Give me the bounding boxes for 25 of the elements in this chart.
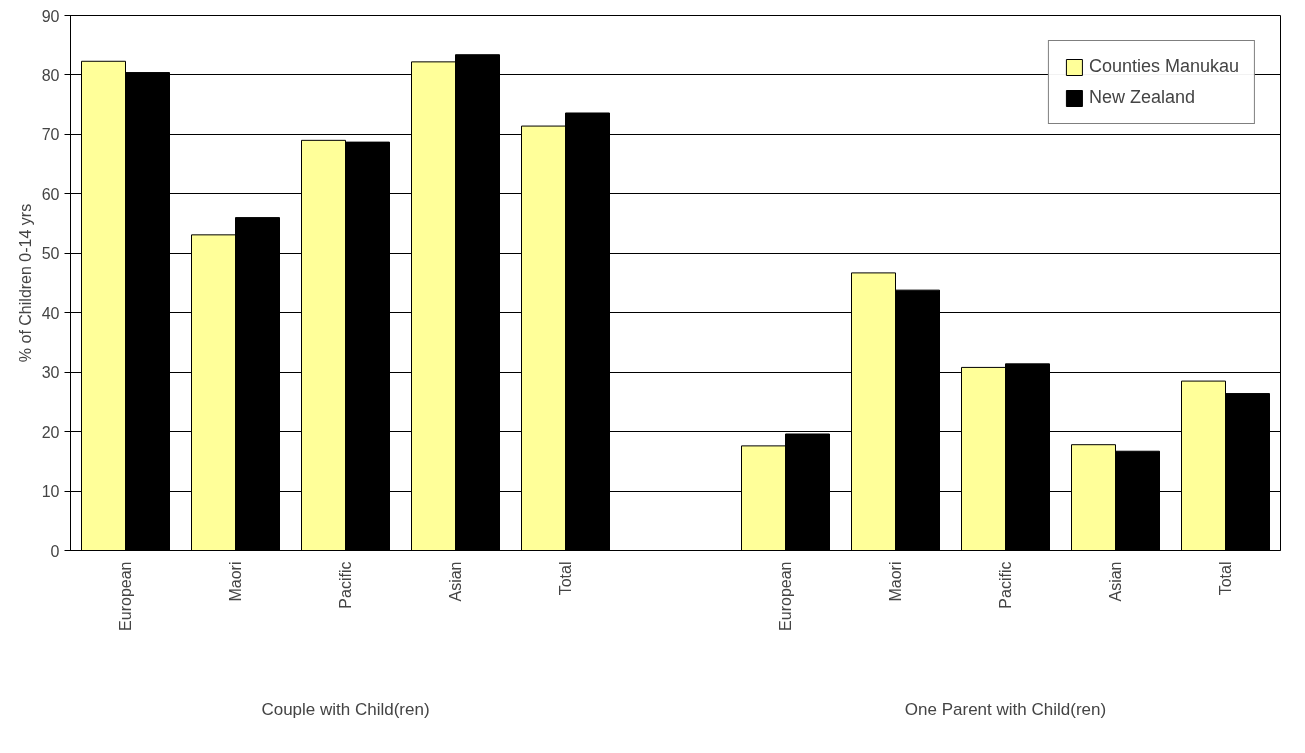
y-tick-label: 70 xyxy=(41,126,60,144)
y-tick-label: 90 xyxy=(41,7,60,25)
x-tick-label: Total xyxy=(557,561,574,596)
legend-label: New Zealand xyxy=(1088,87,1195,108)
text: One Parent with Child(ren) xyxy=(904,699,1107,719)
y-tick-label: 10 xyxy=(41,483,60,501)
x-tick-label: European xyxy=(117,561,134,631)
y-tick-label: 60 xyxy=(41,185,60,203)
text: Couple with Child(ren) xyxy=(261,699,430,719)
x-tick-label: European xyxy=(777,561,794,631)
x-tick-label: Pacific xyxy=(337,561,354,609)
x-tick-label: Asian xyxy=(1107,561,1124,602)
y-tick-label: 30 xyxy=(41,364,60,382)
y-tick-label: 80 xyxy=(41,66,60,84)
y-axis-title: % of Children 0-14 yrs xyxy=(16,203,34,363)
y-tick-label: 0 xyxy=(50,542,60,560)
x-tick-label: Maori xyxy=(887,561,904,602)
x-tick-label: Asian xyxy=(447,561,464,602)
x-tick-label: Pacific xyxy=(997,561,1014,609)
legend-label: Counties Manukau xyxy=(1088,56,1239,77)
x-tick-label: Maori xyxy=(227,561,244,602)
y-tick-label: 40 xyxy=(41,304,60,322)
x-tick-label: Total xyxy=(1217,561,1234,596)
y-tick-label: 20 xyxy=(41,423,60,441)
y-tick-label: 50 xyxy=(41,245,60,263)
